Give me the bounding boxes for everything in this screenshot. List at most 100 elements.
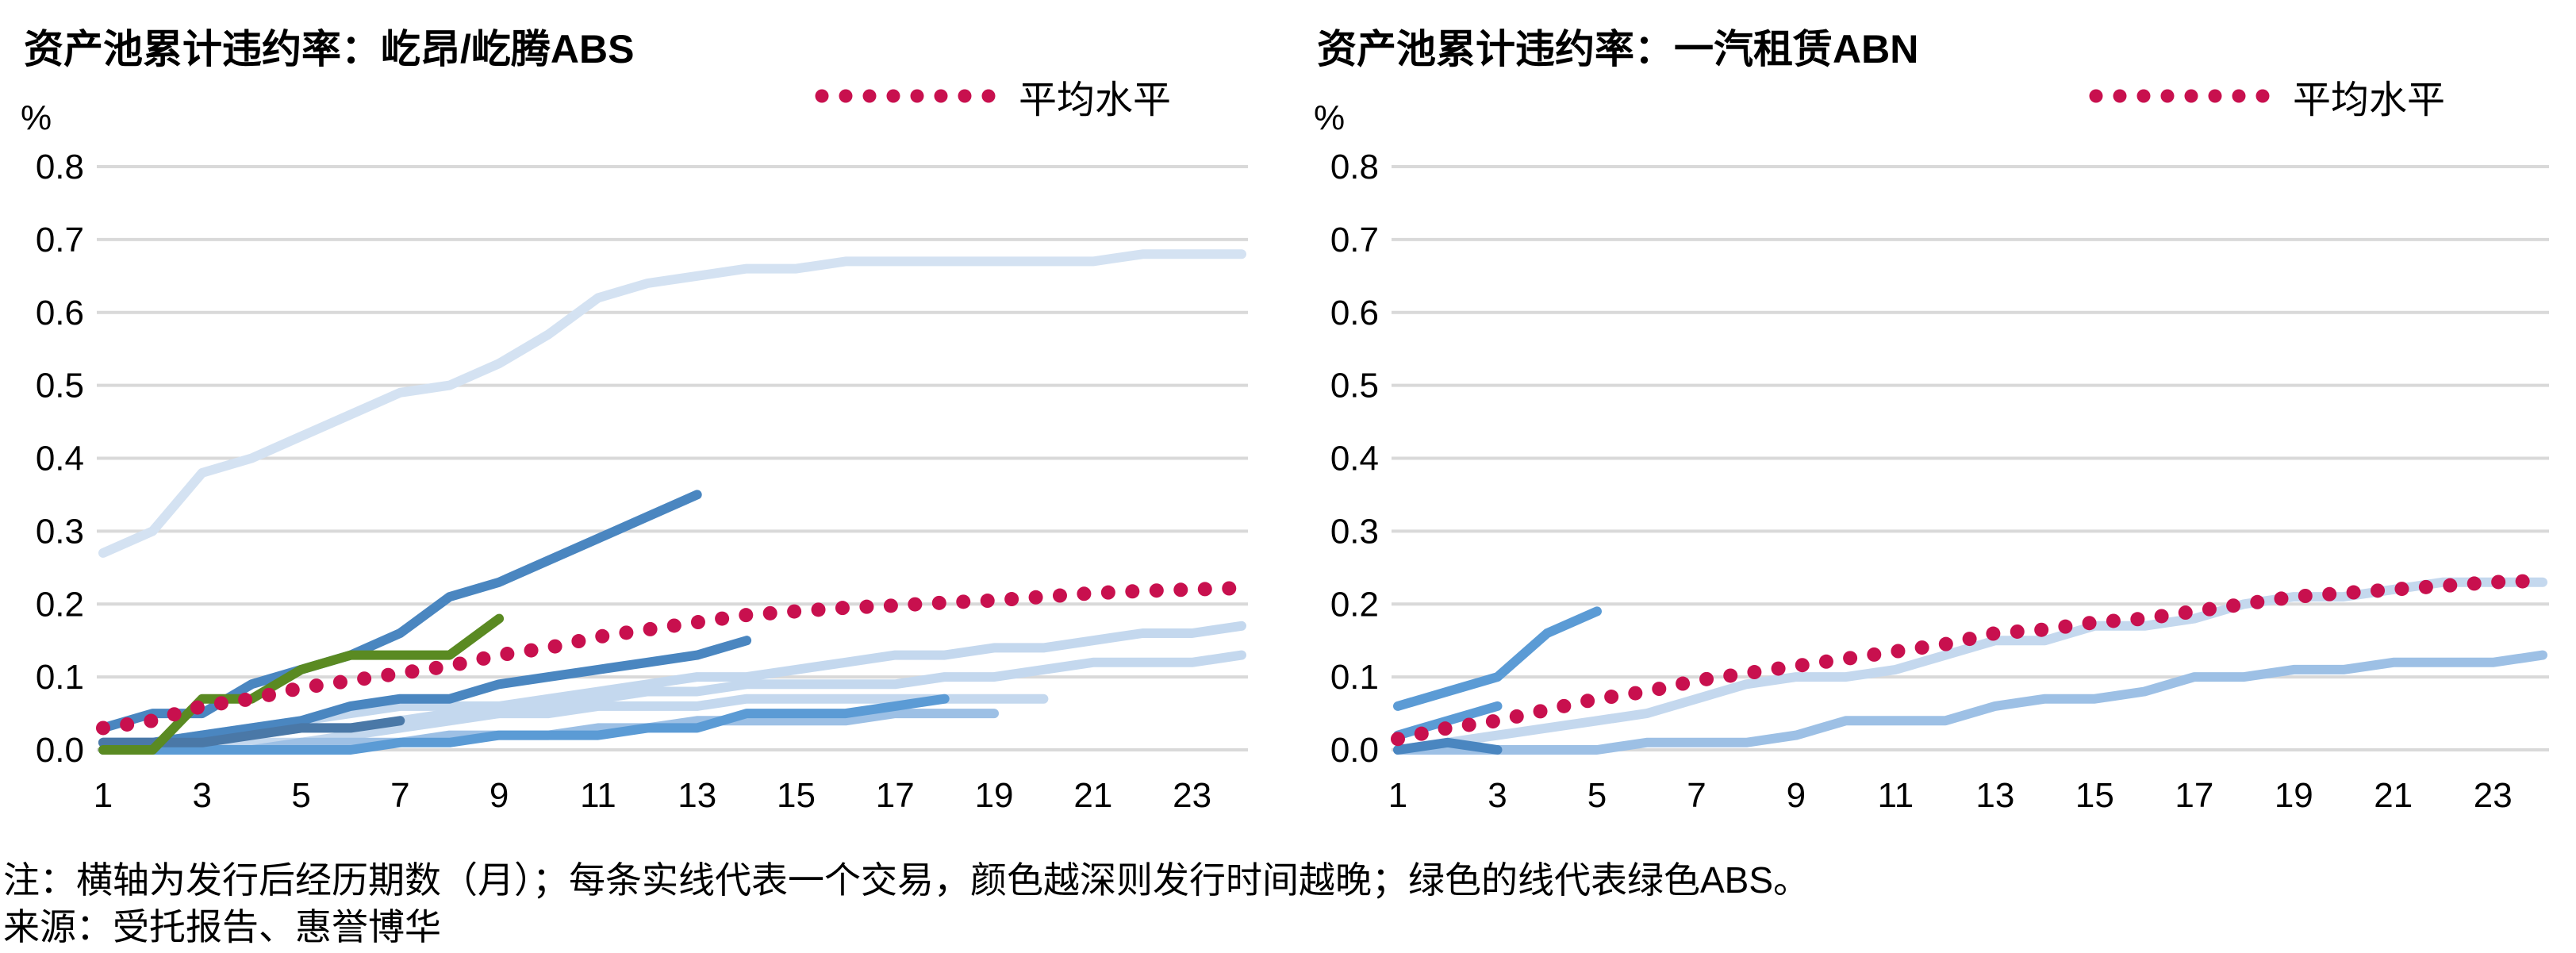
average-dot: [1604, 690, 1619, 705]
chart-title-right: 资产池累计违约率：一汽租赁ABN: [1317, 27, 1919, 71]
legend-dot: [2208, 89, 2222, 103]
x-tick-label: 17: [2175, 776, 2213, 815]
legend-dot: [2184, 89, 2198, 103]
legend-dot: [910, 89, 924, 103]
average-dot: [1222, 581, 1237, 596]
average-dot: [524, 643, 539, 658]
average-dot: [2178, 605, 2193, 621]
average-dot: [428, 660, 443, 675]
average-dot: [715, 611, 730, 626]
average-dot: [144, 713, 159, 728]
average-dot: [1891, 644, 1906, 659]
series-line-right-3: [1393, 606, 1602, 711]
chart-panel-left: 资产池累计违约率：屹昂/屹腾ABS % 平均水平 0.0 0.1 0.2 0.3 0.4…: [0, 0, 1269, 833]
average-dot: [1676, 676, 1691, 691]
series-line-left-6: [98, 694, 950, 755]
average-dot: [908, 597, 923, 612]
y-tick-label: 0.4: [36, 440, 84, 478]
x-tick-label: 13: [678, 776, 716, 815]
x-tick-label: 11: [580, 776, 616, 815]
average-dot: [1771, 661, 1786, 676]
y-tick-label: 0.6: [36, 294, 84, 332]
average-dot: [2298, 589, 2313, 604]
average-dot: [476, 651, 491, 666]
x-tick-label: 23: [1173, 776, 1211, 815]
average-dot: [2250, 594, 2265, 609]
y-tick-label: 0.1: [1330, 658, 1379, 697]
x-tick-label: 17: [876, 776, 915, 815]
average-dot: [1438, 721, 1453, 736]
average-dot: [190, 700, 205, 715]
average-dot: [1652, 682, 1667, 697]
average-dot: [1461, 717, 1476, 732]
average-dot: [1986, 626, 2001, 641]
legend-dot: [2136, 89, 2151, 103]
average-dot: [2274, 591, 2289, 606]
average-dotted-line-left: [96, 581, 1237, 736]
average-dot: [2515, 574, 2530, 589]
x-tick-label: 1: [94, 776, 113, 815]
average-dot: [1843, 651, 1858, 666]
y-axis-unit-right: %: [1314, 98, 1346, 137]
y-axis-unit-left: %: [21, 98, 52, 137]
average-dot: [1509, 709, 1524, 724]
average-dot: [96, 721, 110, 736]
x-tick-label: 1: [1388, 776, 1407, 815]
x-tick-label: 5: [1587, 776, 1607, 815]
legend-dot: [886, 89, 900, 103]
chart-title-left: 资产池累计违约率：屹昂/屹腾ABS: [24, 27, 635, 71]
average-dot: [1747, 665, 1762, 680]
y-tick-label: 0.1: [36, 658, 84, 697]
legend-dot: [2232, 89, 2246, 103]
average-dot: [1723, 668, 1738, 683]
y-tick-label: 0.0: [36, 731, 84, 770]
average-dot: [2202, 601, 2217, 617]
average-dot: [332, 674, 347, 690]
legend-dot: [862, 89, 877, 103]
series-line-left-7: [98, 636, 752, 747]
y-tick-label: 0.2: [1330, 585, 1379, 624]
x-tick-label: 3: [1488, 776, 1507, 815]
average-dot: [835, 601, 850, 616]
legend-dot: [958, 89, 972, 103]
average-dot: [1485, 714, 1500, 729]
average-dot: [1557, 698, 1572, 713]
series-line-left-9: [98, 716, 405, 747]
y-tick-label: 0.2: [36, 585, 84, 624]
legend-average-label-right: 平均水平: [2293, 79, 2446, 121]
average-dot: [883, 598, 898, 613]
x-tick-label: 21: [1073, 776, 1112, 815]
chart-note: 注：横轴为发行后经历期数（月）；每条实线代表一个交易，颜色越深则发行时间越晚；绿…: [3, 859, 1810, 901]
x-tick-label: 19: [975, 776, 1014, 815]
average-dot: [690, 615, 705, 630]
series-line-right-2: [1393, 650, 2547, 755]
average-dot: [1100, 585, 1115, 600]
average-dot: [2010, 624, 2025, 639]
average-dot: [2322, 586, 2337, 601]
average-dot: [956, 594, 971, 609]
average-dot: [452, 656, 467, 671]
average-dot: [309, 678, 324, 694]
average-dot: [2034, 622, 2049, 637]
average-dot: [666, 618, 681, 633]
average-dot: [1580, 694, 1595, 709]
x-tick-label: 13: [1975, 776, 2014, 815]
series-line-right-5: [1393, 737, 1503, 755]
line-chart-right: 0.00.10.20.30.40.50.60.70.81 3 5 7 9 11 13 15 17…: [1330, 148, 2549, 815]
x-tick-label: 3: [193, 776, 212, 815]
series-line-left-1: [98, 249, 1246, 558]
x-tick-label: 15: [2075, 776, 2114, 815]
average-dot: [2130, 612, 2145, 627]
average-dot: [357, 671, 372, 686]
average-dot: [2226, 598, 2241, 613]
y-tick-label: 0.5: [1330, 367, 1379, 405]
average-dot: [571, 634, 586, 649]
legend-dot: [934, 89, 948, 103]
average-dot: [1818, 654, 1833, 669]
average-dot: [739, 608, 754, 623]
average-dot: [1414, 726, 1429, 741]
x-tick-label: 23: [2474, 776, 2513, 815]
average-dot: [931, 595, 946, 610]
y-tick-label: 0.3: [1330, 512, 1379, 551]
x-tick-label: 11: [1878, 776, 1914, 815]
